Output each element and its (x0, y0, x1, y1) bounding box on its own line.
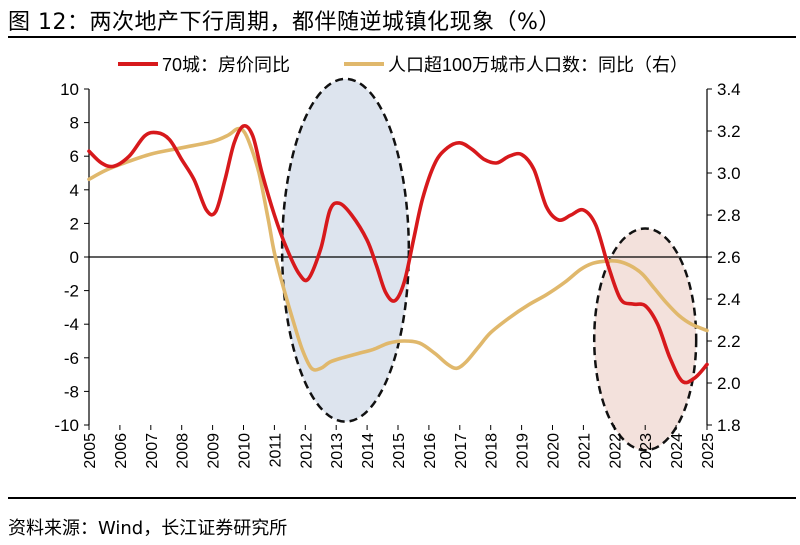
left-tick-label: 10 (60, 80, 79, 99)
source-rule (8, 497, 796, 499)
x-tick-label: 2006 (113, 433, 130, 469)
chart-title: 图 12：两次地产下行周期，都伴随逆城镇化现象（%） (8, 10, 561, 35)
left-tick-label: 4 (70, 181, 79, 200)
left-tick-label: -2 (64, 282, 79, 301)
left-tick-label: -4 (64, 315, 79, 334)
highlight-ellipses (280, 77, 698, 452)
x-tick-label: 2019 (515, 433, 532, 469)
series-line-1 (87, 123, 709, 385)
source-note: 资料来源：Wind，长江证券研究所 (8, 518, 288, 539)
x-tick-label: 2007 (144, 433, 161, 469)
right-tick-label: 2.6 (717, 248, 741, 267)
x-tick-label: 2016 (422, 433, 439, 469)
left-tick-label: -6 (64, 349, 79, 368)
x-tick-label: 2008 (175, 433, 192, 469)
legend-label-series-1: 70城：房价同比 (162, 55, 290, 75)
x-tick-label: 2025 (700, 433, 717, 469)
x-tick-label: 2021 (576, 433, 593, 469)
x-tick-label: 2020 (546, 433, 563, 469)
axes: 10 8 6 4 2 0 -2 -4 -6 -8 -10 3.4 3.2 3.0 2.8 2.6 2.4 2.2 2… (54, 80, 740, 469)
right-tick-label: 2.4 (717, 290, 741, 309)
x-tick-label: 2015 (391, 433, 408, 469)
legend-label-series-2: 人口超100万城市人口数：同比（右） (388, 55, 688, 75)
x-tick-label: 2024 (669, 433, 686, 469)
highlight-ellipse-1 (280, 77, 411, 423)
legend: 70城：房价同比 人口超100万城市人口数：同比（右） (118, 55, 688, 75)
left-tick-label: -10 (54, 416, 79, 435)
left-tick-label: 2 (70, 214, 79, 233)
x-tick-label: 2013 (329, 433, 346, 469)
x-tick-label: 2010 (237, 433, 254, 469)
x-tick-label: 2011 (267, 433, 284, 468)
right-tick-label: 3.0 (717, 164, 741, 183)
x-tick-label: 2018 (484, 433, 501, 469)
left-tick-label: 0 (70, 248, 79, 267)
right-tick-label: 3.4 (717, 80, 741, 99)
right-tick-label: 1.8 (717, 416, 741, 435)
left-tick-label: 8 (70, 114, 79, 133)
x-tick-label: 2012 (298, 433, 315, 469)
x-tick-label: 2005 (82, 433, 99, 469)
right-tick-label: 2.8 (717, 206, 741, 225)
title-rule (8, 36, 796, 38)
right-tick-label: 2.2 (717, 332, 741, 351)
x-tick-label: 2022 (607, 433, 624, 469)
right-tick-label: 3.2 (717, 122, 741, 141)
x-tick-label: 2023 (638, 433, 655, 469)
x-tick-label: 2017 (453, 433, 470, 469)
x-tick-label: 2009 (206, 433, 223, 469)
left-tick-label: -8 (64, 382, 79, 401)
right-tick-label: 2.0 (717, 374, 741, 393)
x-tick-label: 2014 (360, 433, 377, 469)
series-lines (87, 123, 709, 385)
highlight-ellipse-2 (592, 227, 698, 452)
left-tick-label: 6 (70, 147, 79, 166)
